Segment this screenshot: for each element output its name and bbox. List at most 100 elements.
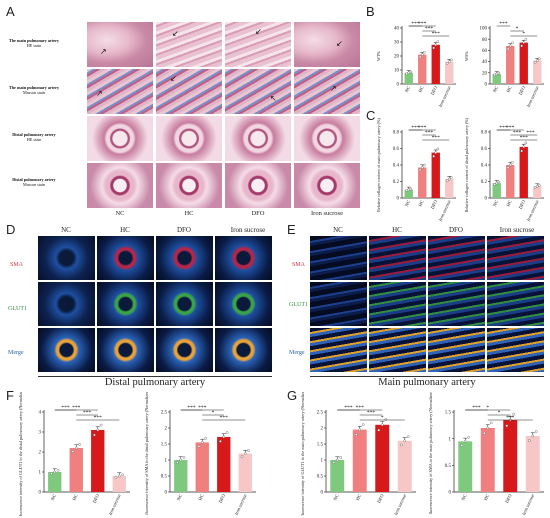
sig-label: *** [499,21,508,27]
data-point [522,41,526,44]
data-point [506,166,510,169]
y-tick-label: 0.5 [317,475,324,480]
bar-iron-sucrose [525,436,540,492]
data-point [420,166,424,169]
row-label-4: Distal pulmonary artery Masson stain [2,177,66,187]
bar-nc [48,472,62,492]
y-tick-label: 0.6 [481,147,488,152]
y-tick-label: 0 [485,83,488,88]
y-tick-label: 2.5 [161,411,168,416]
sig-label: *** [367,410,376,416]
sig-label: *** [411,125,420,131]
x-tick-label: HC [417,199,424,207]
y-tick-label: 20 [482,71,488,76]
bar-iron-sucrose [397,440,412,492]
y-tick-label: 0 [397,197,400,202]
bar-iron-sucrose [533,60,542,84]
data-point [225,431,229,434]
if-e-sma-dfo [428,236,485,280]
y-tick-label: 40 [394,27,400,32]
x-tick-label: DFO [430,85,439,96]
y-tick-label: 100 [480,27,488,32]
sig-label: *** [526,130,535,136]
y-tick-label: 0.4 [481,164,488,169]
bar-iron-sucrose [238,453,252,492]
d-col-iron: Iron sucrose [230,226,266,234]
arrow-marker: ↙ [336,39,343,48]
data-point [219,440,222,443]
data-point [405,189,408,192]
if-e-merge-hc [369,328,426,372]
y-axis-label: Mean fluorescence intensity of SMA in th… [144,392,149,516]
data-point [434,43,438,47]
data-point [74,446,78,450]
data-point [511,41,514,45]
arrow-marker: ↖ [270,94,277,103]
arrow-marker: ↗ [330,84,337,93]
bar-nc [404,72,413,84]
if-e-merge-dfo [428,328,485,372]
data-point [418,168,422,172]
data-point [495,72,499,76]
data-point [335,458,339,462]
if-e-glut1-iron [487,282,544,326]
data-point [520,149,523,153]
bar-hc [480,428,495,492]
data-point [447,60,451,63]
data-point [434,151,438,154]
data-point [380,423,384,427]
data-point [423,50,426,54]
if-e-glut1-nc [310,282,367,326]
x-tick-label: NC [404,199,411,207]
data-point [445,179,449,182]
bar-hc [69,448,83,492]
d-col-hc: HC [120,226,130,234]
if-d-merge-nc [38,328,95,372]
bar-nc [492,183,501,198]
bar-hc [195,442,209,492]
if-d-glut1-dfo [156,282,213,326]
sig-label: *** [94,415,103,421]
bar-hc [418,167,427,198]
sig-label: *** [72,405,81,411]
data-point [99,423,103,427]
y-tick-label: 30 [394,41,400,46]
panel-letter-a: A [6,4,15,19]
x-tick-label: NC [460,493,467,501]
panel-letter-f: F [6,388,14,403]
y-tick-label: 1.5 [161,443,168,448]
col-label-hc: HC [184,210,194,217]
if-d-merge-hc [97,328,154,372]
data-point [508,44,512,48]
e-ch-glut1: GLUT1 [289,302,308,308]
data-point [482,431,486,435]
x-tick-label: DFO [518,85,527,96]
y-tick-label: 0.5 [161,475,168,480]
if-e-glut1-hc [369,282,426,326]
row-title-2: The main pulmonary artery [8,85,60,90]
histology-he-distal-nc [87,116,153,161]
data-point [243,452,247,455]
bar-nc [174,460,188,492]
y-tick-label: 0 [39,491,42,496]
y-tick-label: 0 [485,197,488,202]
data-point [358,428,362,431]
sig-label: *** [472,405,481,411]
bar-iron-sucrose [445,179,454,198]
chart-g2: Mean fluorescence intensity of SMA in th… [428,392,544,516]
x-tick-label: DFO [430,199,439,210]
sig-label: *** [425,26,434,32]
bar-iron-sucrose [112,476,126,492]
data-point [524,141,528,145]
x-tick-label: Iron sucrose [526,85,540,108]
data-point [361,423,365,426]
sig-label: *** [220,415,229,421]
histology-masson-distal-iron [294,163,360,208]
data-point [450,58,453,62]
e-col-hc: HC [392,226,402,234]
x-tick-label: DFO [376,493,385,504]
y-tick-label: 2.5 [317,411,324,416]
histology-masson-distal-nc [87,163,153,208]
data-point [96,428,100,432]
